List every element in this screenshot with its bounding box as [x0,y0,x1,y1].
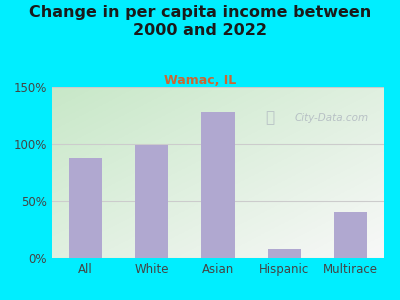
Text: Change in per capita income between
2000 and 2022: Change in per capita income between 2000… [29,4,371,38]
Bar [135,145,168,258]
Bar [202,112,234,258]
Text: City-Data.com: City-Data.com [294,113,368,123]
Text: Ⓠ: Ⓠ [265,110,274,125]
Text: Wamac, IL: Wamac, IL [164,74,236,86]
Bar [69,158,102,258]
Bar [268,249,301,258]
Bar [334,212,368,258]
